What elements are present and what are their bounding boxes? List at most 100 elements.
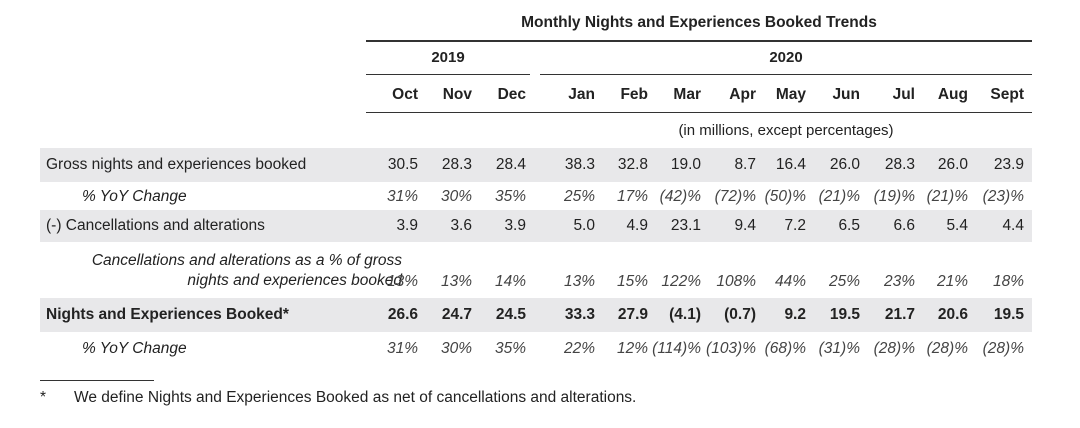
table-cell: 23.1 [670,217,701,234]
table-cell: (4.1) [669,306,701,323]
table-cell: 9.2 [784,306,806,323]
row-net-yoy: % YoY Change 31% 30% 35% 22% 12% (114)% (103)% (… [40,338,1032,360]
table-cell: 15% [616,273,648,290]
table-cell: (72)% [714,188,756,205]
table-cell: 13% [563,273,595,290]
table-cell: (23)% [982,188,1024,205]
row-label: (-) Cancellations and alterations [46,217,265,234]
table-cell: 21.7 [884,306,915,323]
month-header: Feb [620,86,648,103]
table-cell: 35% [494,188,526,205]
month-header: Apr [729,86,756,103]
row-label: Cancellations and alterations as a % of … [91,252,402,289]
table-cell: 28.3 [884,156,915,173]
table-cell: 26.0 [937,156,968,173]
table-cell: 3.9 [396,217,418,234]
month-header: Oct [392,86,418,103]
table-cell: 26.0 [829,156,860,173]
table-cell: 31% [386,340,418,357]
table-cell: 20.6 [937,306,968,323]
table-cell: 35% [494,340,526,357]
table-cell: 19.5 [993,306,1024,323]
row-label: Gross nights and experiences booked [46,156,307,173]
table-cell: 7.2 [784,217,806,234]
units-note: (in millions, except percentages) [678,122,894,139]
month-header: Jun [832,86,860,103]
month-header: Jan [568,86,595,103]
table-cell: 6.6 [893,217,915,234]
table-cell: (31)% [818,340,860,357]
row-cancellations-pct: Cancellations and alterations as a % of … [40,248,1032,294]
table-cell: 3.6 [450,217,472,234]
table-title: Monthly Nights and Experiences Booked Tr… [521,14,877,31]
table-cell: 30.5 [387,156,418,173]
footnote-text: We define Nights and Experiences Booked … [74,389,637,406]
month-header: Nov [442,86,472,103]
table-cell: 27.9 [617,306,648,323]
table-cell: 33.3 [564,306,595,323]
table-cell: 24.5 [495,306,526,323]
table-cell: 22% [563,340,595,357]
row-label: % YoY Change [82,188,187,205]
year-rule-2020 [540,74,1032,75]
table-cell: 13% [386,273,418,290]
table-cell: 25% [828,273,860,290]
table-cell: 8.7 [734,156,756,173]
row-gross-yoy: % YoY Change 31% 30% 35% 25% 17% (42)% (72)% (50… [40,186,1032,208]
table-cell: (21)% [926,188,968,205]
year-header-2019: 2019 [431,49,465,66]
table-cell: 17% [616,188,648,205]
table-cell: (50)% [764,188,806,205]
table-cell: 25% [563,188,595,205]
table-cell: (21)% [818,188,860,205]
row-label: % YoY Change [82,340,187,357]
table-cell: 31% [386,188,418,205]
row-label: Nights and Experiences Booked* [46,306,289,323]
footnote-rule [40,380,154,381]
month-header: Dec [497,86,526,103]
table-cell: 14% [494,273,526,290]
table-cell: 32.8 [617,156,648,173]
month-header: Sept [990,86,1024,103]
table-cell: 26.6 [387,306,418,323]
table-cell: 4.9 [626,217,648,234]
month-rule [366,112,1032,113]
table-cell: 44% [774,273,806,290]
table-cell: 6.5 [838,217,860,234]
row-cancellations: (-) Cancellations and alterations 3.9 3.6 3… [40,210,1032,242]
month-header: Jul [892,86,915,103]
row-net-booked: Nights and Experiences Booked* 26.6 24.7 24… [40,298,1032,332]
table-cell: 16.4 [775,156,806,173]
table-cell: 5.0 [573,217,595,234]
table-cell: 122% [661,273,701,290]
table-cell: 18% [992,273,1024,290]
table-cell: (42)% [659,188,701,205]
title-rule [366,40,1032,42]
year-header-2020: 2020 [769,49,803,66]
table-cell: 23.9 [993,156,1024,173]
table-cell: 38.3 [564,156,595,173]
table-cell: 9.4 [734,217,756,234]
table-cell: (28)% [873,340,915,357]
month-header: May [775,86,806,103]
table-cell: 21% [936,273,968,290]
row-gross-booked: Gross nights and experiences booked 30.5 2… [40,148,1032,182]
table-cell: 19.5 [829,306,860,323]
year-rule-2019 [366,74,530,75]
table-cell: 28.4 [495,156,526,173]
month-header: Aug [937,86,968,103]
table-cell: 19.0 [670,156,701,173]
footnote-marker: * [40,389,47,406]
table-cell: 28.3 [441,156,472,173]
table-cell: 108% [716,273,756,290]
table-cell: (28)% [982,340,1024,357]
table-cell: 13% [440,273,472,290]
table-cell: (103)% [706,340,756,357]
table-cell: 4.4 [1002,217,1024,234]
month-header: Mar [673,86,701,103]
table-cell: (19)% [873,188,915,205]
table-cell: (68)% [764,340,806,357]
table-cell: 30% [440,340,472,357]
table-cell: 30% [440,188,472,205]
table-cell: (28)% [926,340,968,357]
